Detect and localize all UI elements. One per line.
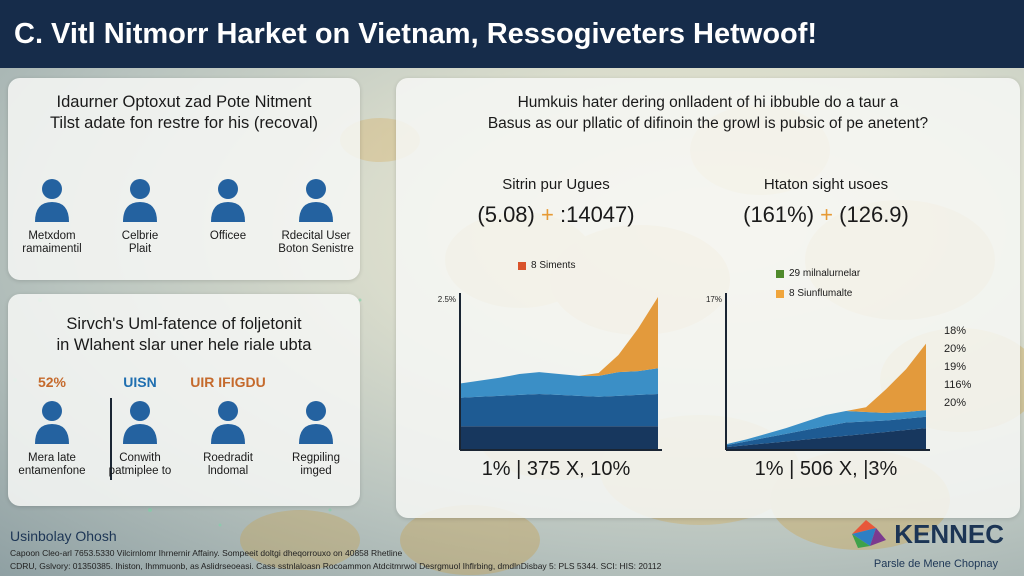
chart2-area-series-2 xyxy=(726,410,926,446)
footer-line1: Capoon Cleo-arl 7653.5330 Vilcirnlomr Ih… xyxy=(10,548,403,558)
panel-a-title-line2: Tilst adate fon restre for his (recoval) xyxy=(49,114,319,132)
person-label: Conwith patmiplee to xyxy=(108,452,172,477)
panel-b-title-line2: in Wlahent slar uner hele riale ubta xyxy=(56,336,312,354)
person-label: Regpiling imged xyxy=(292,452,340,477)
chart1-y-tick-label: 2.5% xyxy=(438,295,456,304)
chart2-legend-item: 29 milnalurnelar xyxy=(776,268,860,279)
person-label: Roedradit lndomal xyxy=(203,452,253,477)
panel-b-title: Sirvch's Uml-fatence of foljetonit in Wl… xyxy=(8,314,360,356)
chart2-right-label: 116% xyxy=(944,379,972,391)
chart1-area-series-1 xyxy=(460,393,658,427)
person-icon xyxy=(35,401,69,444)
stat-value: 52% xyxy=(37,374,67,390)
person-label: Celbrie Plait xyxy=(121,230,159,255)
chart1-headline-plus: + xyxy=(541,202,554,227)
panel-growth-charts: Humkuis hater dering onlladent of hi ibb… xyxy=(396,78,1020,518)
chart2-headline-right: (126.9) xyxy=(839,202,909,227)
page-title: C. Vitl Nitmorr Harket on Vietnam, Resso… xyxy=(14,17,818,50)
person-card: Metxdom ramaimentil xyxy=(8,178,96,256)
panel-c-title-line1: Humkuis hater dering onlladent of hi ibb… xyxy=(517,94,899,111)
person-icon xyxy=(299,179,333,222)
legend-swatch xyxy=(776,269,784,278)
person-card: Rdecital User Boton Senistre xyxy=(272,178,360,256)
chart2-area-series-3 xyxy=(726,343,926,445)
person-card: 52% Mera late entamenfone xyxy=(8,374,96,478)
chart2-legend-item: 8 Siunflumalte xyxy=(776,288,852,299)
person-icon xyxy=(35,179,69,222)
legend-swatch xyxy=(776,289,784,298)
panel-a-persons: Metxdom ramaimentil Celbrie Plait Officee … xyxy=(8,178,360,256)
person-label: Rdecital User Boton Senistre xyxy=(278,230,354,255)
person-icon xyxy=(211,179,245,222)
person-label: Metxdom ramaimentil xyxy=(22,230,82,255)
brand-logo: KENNEC xyxy=(848,516,1004,552)
panel-b-persons: 52% Mera late entamenfone UISN Conwith pat… xyxy=(8,374,360,478)
header-bar: C. Vitl Nitmorr Harket on Vietnam, Resso… xyxy=(0,0,1024,68)
person-card: Officee xyxy=(184,178,272,256)
person-card: UISN Conwith patmiplee to xyxy=(96,374,184,478)
panel-c-title-line2: Basus as our pllatic of difinoin the gro… xyxy=(487,115,929,132)
chart1-area-series-2 xyxy=(460,368,658,398)
chart1-headline-right: :14047) xyxy=(559,202,635,227)
legend-swatch xyxy=(518,261,526,270)
divider xyxy=(110,398,112,480)
chart1-legend-item: 8 Siments xyxy=(518,260,575,271)
chart2-headline: (161%) + (126.9) xyxy=(696,202,956,228)
chart2-headline-plus: + xyxy=(820,202,834,227)
footer-title: Usinbolay Ohosh xyxy=(10,528,117,544)
person-label: Mera late entamenfone xyxy=(18,452,86,477)
chart1-area-series-3 xyxy=(460,297,658,384)
panel-c-title: Humkuis hater dering onlladent of hi ibb… xyxy=(396,92,1020,134)
legend-label: 8 Siunflumalte xyxy=(789,288,853,299)
panel-opportunities: Idaurner Optoxut zad Pote Nitment Tilst … xyxy=(8,78,360,280)
chart1-headline: (5.08) + :14047) xyxy=(426,202,686,228)
chart2-right-label: 20% xyxy=(944,397,966,409)
person-icon xyxy=(123,179,157,222)
person-icon xyxy=(299,401,333,444)
brand-tagline: Parsle de Mene Chopnay xyxy=(873,558,998,570)
chart2-area-series-0 xyxy=(726,428,926,450)
chart2-area-series-1 xyxy=(726,416,926,448)
person-label: Officee xyxy=(209,230,247,242)
chart1-area-series-0 xyxy=(460,426,658,450)
panel-b-title-line1: Sirvch's Uml-fatence of foljetonit xyxy=(66,315,302,333)
chart2-right-label: 20% xyxy=(944,343,966,355)
brand-name: KENNEC xyxy=(894,518,1004,549)
area-charts: 2.5% 17% 18% 20% 19% 116% 20% xyxy=(438,293,972,451)
chart1-footer: 1% | 375 X, 10% xyxy=(481,458,631,480)
person-card: UIR IFIGDU Roedradit lndomal xyxy=(184,374,272,478)
chart1-headline-left: (5.08) xyxy=(477,202,535,227)
chart1-title: Sitrin pur Ugues xyxy=(502,176,610,193)
chart2-right-label: 18% xyxy=(944,325,966,337)
chart2-right-label: 19% xyxy=(944,361,966,373)
brand-mark-icon xyxy=(852,520,887,548)
stat-value: UISN xyxy=(123,374,157,390)
footer-line2: CDRU, Gslvory: 01350385. Ihiston, Ihmmuo… xyxy=(10,561,662,571)
panel-a-title: Idaurner Optoxut zad Pote Nitment Tilst … xyxy=(8,92,360,134)
panel-a-title-line1: Idaurner Optoxut zad Pote Nitment xyxy=(56,93,312,111)
legend-label: 8 Siments xyxy=(531,260,576,271)
person-card: Regpiling imged xyxy=(272,374,360,478)
person-icon xyxy=(211,401,245,444)
stat-value: UIR IFIGDU xyxy=(190,374,266,390)
chart2-y-tick-label: 17% xyxy=(706,295,722,304)
chart2-title: Htaton sight usoes xyxy=(763,176,889,193)
chart2-footer: 1% | 506 X, |3% xyxy=(754,458,898,480)
chart2-headline-left: (161%) xyxy=(743,202,815,227)
person-card: Celbrie Plait xyxy=(96,178,184,256)
person-icon xyxy=(123,401,157,444)
panel-influence: Sirvch's Uml-fatence of foljetonit in Wl… xyxy=(8,294,360,506)
legend-label: 29 milnalurnelar xyxy=(789,268,861,279)
